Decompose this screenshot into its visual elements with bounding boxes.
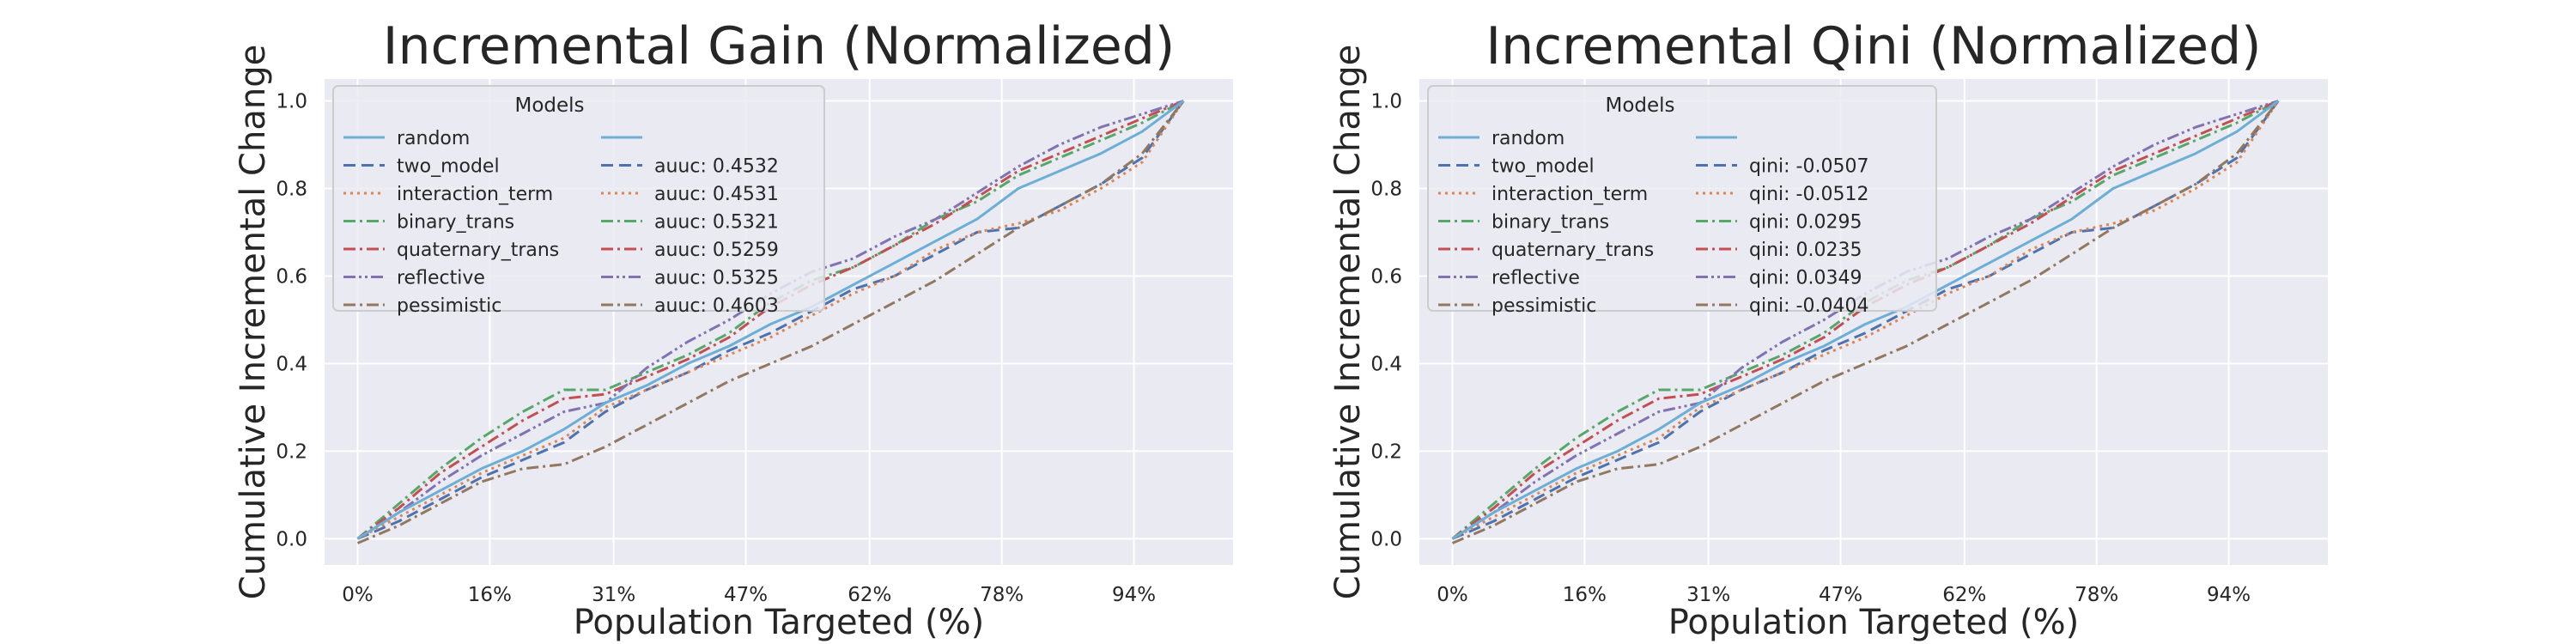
series-line-pessimistic (1451, 100, 2280, 544)
legend-score: auuc: 0.4532 (654, 156, 779, 178)
legend-label: two_model (1492, 156, 1595, 178)
series-line-binary-trans (356, 100, 1185, 540)
y-tick-label: 0.0 (1370, 528, 1402, 550)
series-line-random (1451, 100, 2280, 540)
legend-label: pessimistic (1492, 295, 1596, 317)
x-tick-label: 78% (980, 584, 1024, 606)
x-axis-label: Population Targeted (%) (574, 603, 985, 642)
legend-box (332, 85, 825, 312)
legend-score: auuc: 0.5325 (654, 268, 779, 289)
y-axis-label: Cumulative Incremental Change (1328, 45, 1368, 599)
legend-title: Models (1605, 94, 1674, 117)
legend-score: qini: -0.0512 (1749, 184, 1868, 205)
legend-items: random two_model qini: -0.0507 interaction_… (1438, 128, 1868, 317)
series-line-pessimistic (356, 100, 1185, 544)
legend-items: random two_model auuc: 0.4532 interaction_t… (343, 128, 779, 317)
y-tick-label: 0.8 (276, 178, 307, 200)
legend-score: qini: -0.0507 (1749, 156, 1868, 178)
legend: Models random two_model auuc: 0.4532 intera… (332, 85, 825, 317)
y-tick-label: 0.4 (276, 353, 307, 375)
y-axis-label: Cumulative Incremental Change (234, 45, 273, 599)
x-tick-label: 31% (592, 584, 635, 606)
legend-label: quaternary_trans (397, 240, 559, 261)
legend-score: qini: 0.0235 (1749, 240, 1862, 261)
legend-score: auuc: 0.4531 (654, 184, 779, 205)
y-tick-label: 0.8 (1370, 178, 1402, 200)
y-tick-label: 0.6 (1370, 265, 1402, 288)
x-tick-label: 47% (724, 584, 768, 606)
y-tick-labels: 0.0 0.2 0.4 0.6 0.8 1.0 (276, 90, 307, 550)
x-tick-label: 31% (1686, 584, 1730, 606)
chart-title: Incremental Gain (Normalized) (383, 16, 1176, 76)
y-tick-label: 1.0 (1370, 90, 1402, 112)
legend-label: interaction_term (397, 184, 553, 205)
series-line-binary-trans (1451, 100, 2280, 540)
series-line-quaternary-trans (1451, 100, 2279, 540)
y-tick-label: 0.2 (1370, 440, 1402, 463)
x-tick-label: 94% (2207, 584, 2251, 606)
legend: Models random two_model qini: -0.0507 inter… (1427, 85, 1937, 317)
legend-label: reflective (397, 268, 485, 289)
legend-label: random (1492, 128, 1564, 149)
x-tick-label: 78% (2075, 584, 2118, 606)
legend-score: qini: 0.0349 (1749, 268, 1862, 289)
legend-title: Models (514, 94, 584, 117)
x-tick-label: 0% (342, 584, 374, 606)
legend-label: interaction_term (1492, 184, 1648, 205)
x-tick-label: 62% (1942, 584, 1986, 606)
y-tick-label: 1.0 (276, 90, 307, 112)
x-tick-label: 16% (1563, 584, 1607, 606)
legend-label: binary_trans (397, 212, 514, 234)
legend-score: auuc: 0.4603 (654, 295, 779, 317)
x-tick-label: 0% (1437, 584, 1468, 606)
x-tick-label: 94% (1112, 584, 1156, 606)
legend-label: quaternary_trans (1492, 240, 1654, 261)
legend-label: binary_trans (1492, 212, 1609, 234)
legend-score: qini: 0.0295 (1749, 212, 1862, 234)
series-line-quaternary-trans (356, 100, 1184, 540)
legend-label: pessimistic (397, 295, 501, 317)
y-tick-label: 0.4 (1370, 353, 1402, 375)
y-tick-label: 0.6 (276, 265, 307, 288)
series-line-interaction-term (356, 100, 1185, 540)
series-line-random (356, 100, 1185, 540)
series-line-interaction-term (1451, 100, 2280, 540)
legend-score: qini: -0.0404 (1749, 295, 1868, 317)
y-tick-labels: 0.0 0.2 0.4 0.6 0.8 1.0 (1370, 90, 1402, 550)
legend-label: two_model (397, 156, 500, 178)
x-tick-labels: 0% 16% 31% 47% 62% 78% 94% (1437, 584, 2251, 606)
x-tick-label: 62% (848, 584, 891, 606)
x-tick-label: 47% (1819, 584, 1862, 606)
x-axis-label: Population Targeted (%) (1668, 603, 2080, 642)
legend-label: random (397, 128, 470, 149)
y-tick-label: 0.2 (276, 440, 307, 463)
legend-score: auuc: 0.5321 (654, 212, 779, 234)
legend-score: auuc: 0.5259 (654, 240, 779, 261)
legend-label: reflective (1492, 268, 1580, 289)
chart-incremental-qini: Incremental Qini (Normalized) 0% 16% 31% 47… (1328, 16, 2328, 642)
y-tick-label: 0.0 (276, 528, 307, 550)
legend-box (1427, 85, 1937, 312)
chart-incremental-gain: Incremental Gain (Normalized) 0% 16% 31% 47… (234, 16, 1233, 642)
x-tick-labels: 0% 16% 31% 47% 62% 78% 94% (342, 584, 1156, 606)
chart-title: Incremental Qini (Normalized) (1485, 16, 2261, 76)
x-tick-label: 16% (468, 584, 512, 606)
